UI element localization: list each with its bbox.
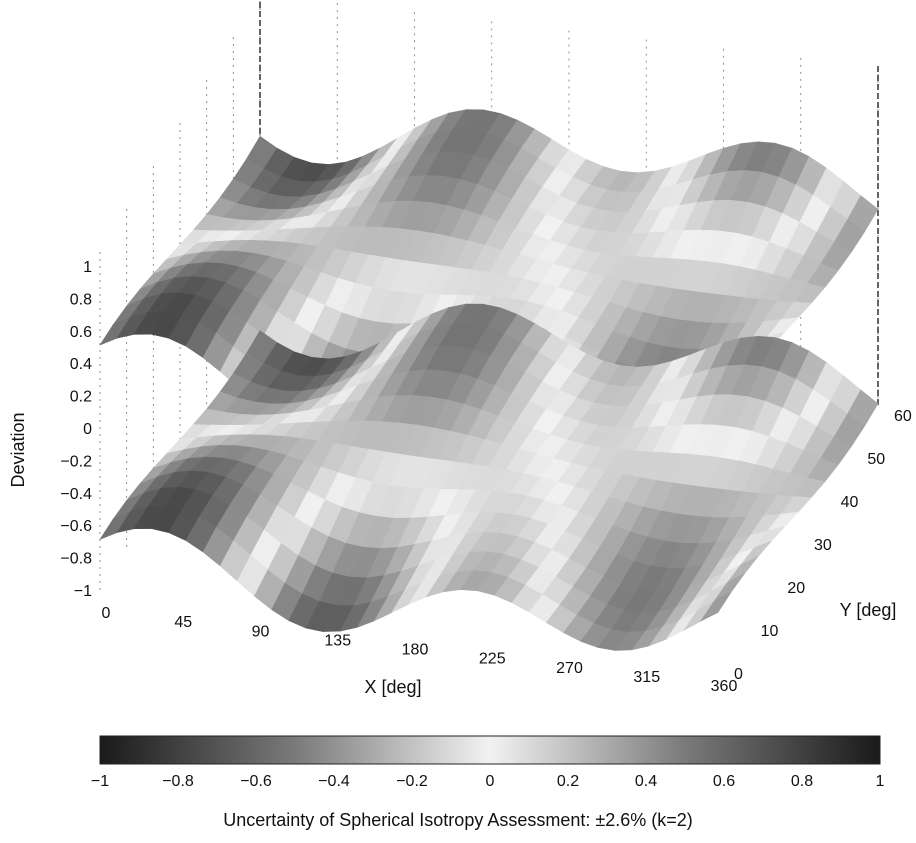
surface-lower	[99, 303, 879, 651]
x-tick-label: 180	[402, 642, 429, 659]
colorbar-tick-label: −0.6	[240, 773, 272, 790]
colorbar-tick-label: 0.6	[713, 773, 735, 790]
x-tick-label: 45	[174, 614, 192, 631]
z-tick-label: −1	[74, 583, 92, 600]
y-tick-label: 30	[814, 537, 832, 554]
colorbar-tick-label: −0.4	[318, 773, 350, 790]
surfaces	[99, 109, 879, 651]
z-tick-label: 0	[83, 421, 92, 438]
tick-labels: 04590135180225270315360010203040506010.8…	[60, 259, 911, 695]
x-tick-label: 270	[556, 660, 583, 677]
z-tick-label: −0.8	[60, 551, 92, 568]
x-tick-label: 135	[324, 632, 351, 649]
colorbar-tick-labels: −1 −0.8 −0.6 −0.4 −0.2 0 0.2 0.4 0.6 0.8 1	[91, 773, 885, 790]
colorbar-tick-label: 0	[486, 773, 495, 790]
x-axis-label: X [deg]	[364, 677, 421, 697]
z-tick-label: 0.2	[70, 389, 92, 406]
z-tick-label: −0.4	[60, 486, 92, 503]
z-tick-label: 0.4	[70, 356, 92, 373]
colorbar-tick-label: 0.2	[557, 773, 579, 790]
x-tick-label: 0	[102, 605, 111, 622]
z-axis-label: Deviation	[8, 412, 28, 487]
x-tick-label: 360	[711, 678, 738, 695]
z-tick-label: −0.6	[60, 518, 92, 535]
colorbar-tick-label: 0.8	[791, 773, 813, 790]
y-tick-label: 60	[894, 408, 912, 425]
colorbar-tick-label: 1	[876, 773, 885, 790]
z-tick-label: 0.6	[70, 324, 92, 341]
x-tick-label: 225	[479, 651, 506, 668]
x-tick-label: 90	[252, 623, 270, 640]
x-tick-label: 315	[633, 669, 660, 686]
y-tick-label: 20	[787, 580, 805, 597]
colorbar-tick-label: −1	[91, 773, 109, 790]
colorbar-tick-label: 0.4	[635, 773, 657, 790]
z-tick-label: −0.2	[60, 453, 92, 470]
y-tick-label: 40	[841, 494, 859, 511]
uncertainty-caption: Uncertainty of Spherical Isotropy Assess…	[223, 810, 693, 830]
y-tick-label: 10	[761, 623, 779, 640]
colorbar-tick-label: −0.2	[396, 773, 428, 790]
y-tick-label: 0	[734, 666, 743, 683]
colorbar	[99, 735, 881, 765]
z-tick-label: 1	[83, 259, 92, 276]
colorbar-tick-label: −0.8	[162, 773, 194, 790]
y-axis-label: Y [deg]	[840, 600, 897, 620]
z-tick-label: 0.8	[70, 291, 92, 308]
y-tick-label: 50	[867, 451, 885, 468]
surface-patch	[699, 591, 732, 622]
